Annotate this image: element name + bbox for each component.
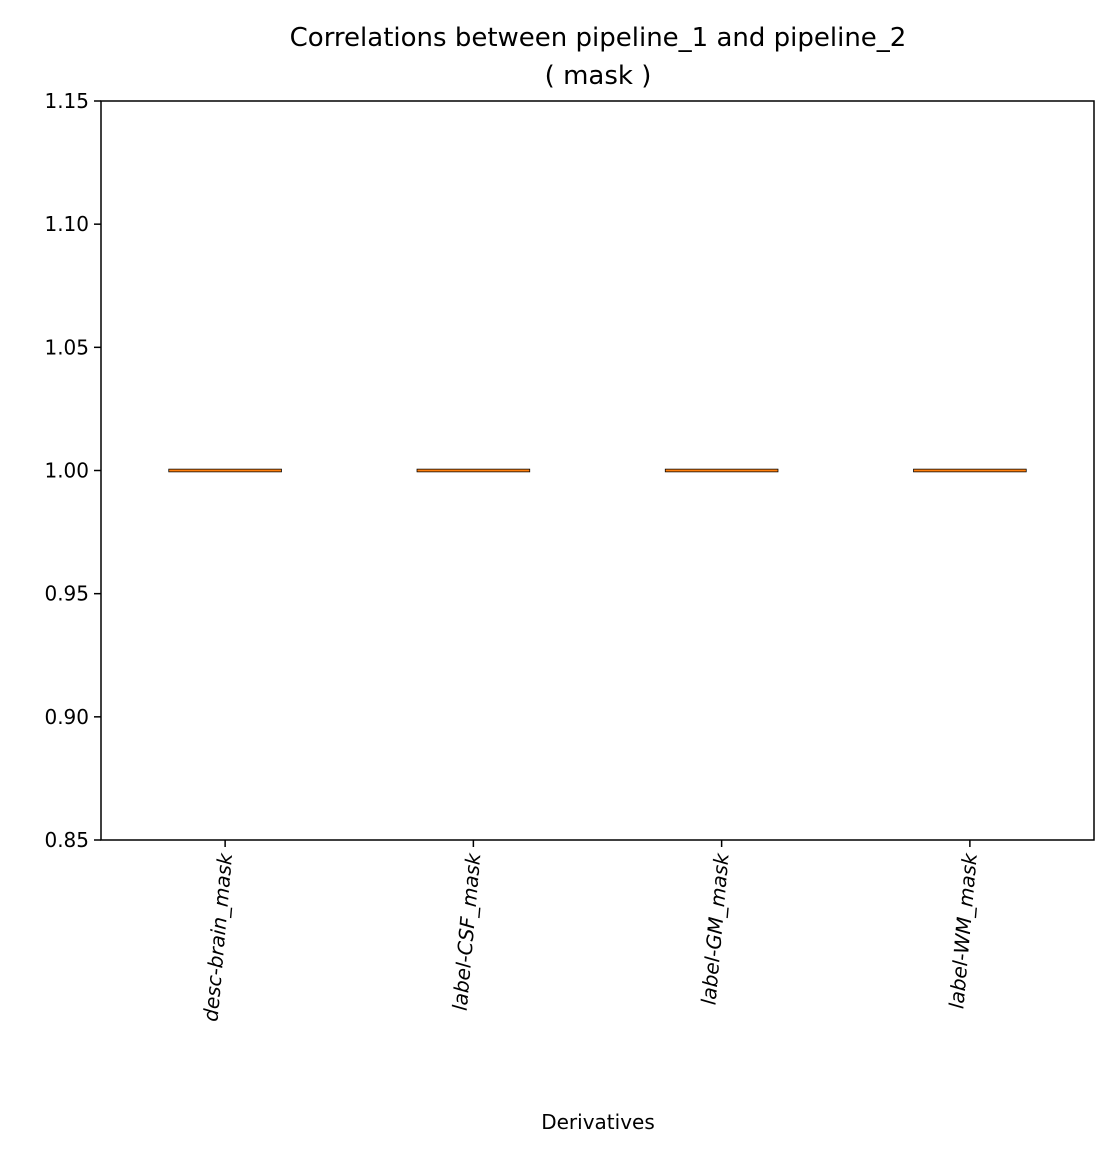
y-tick-label: 0.85 [44, 828, 89, 852]
x-axis-label: Derivatives [541, 1110, 655, 1134]
y-tick-label: 1.15 [44, 89, 89, 113]
y-tick-label: 1.05 [44, 335, 89, 359]
y-tick-label: 0.95 [44, 582, 89, 606]
y-tick-label: 1.10 [44, 212, 89, 236]
y-axis: 0.85 0.90 0.95 1.00 1.05 1.10 1.15 [44, 89, 101, 852]
y-tick-label: 1.00 [44, 459, 89, 483]
chart-title: Correlations between pipeline_1 and pipe… [290, 23, 907, 53]
plot-area [168, 468, 1027, 473]
y-tick-label: 0.90 [44, 705, 89, 729]
chart-subtitle: ( mask ) [545, 61, 652, 91]
